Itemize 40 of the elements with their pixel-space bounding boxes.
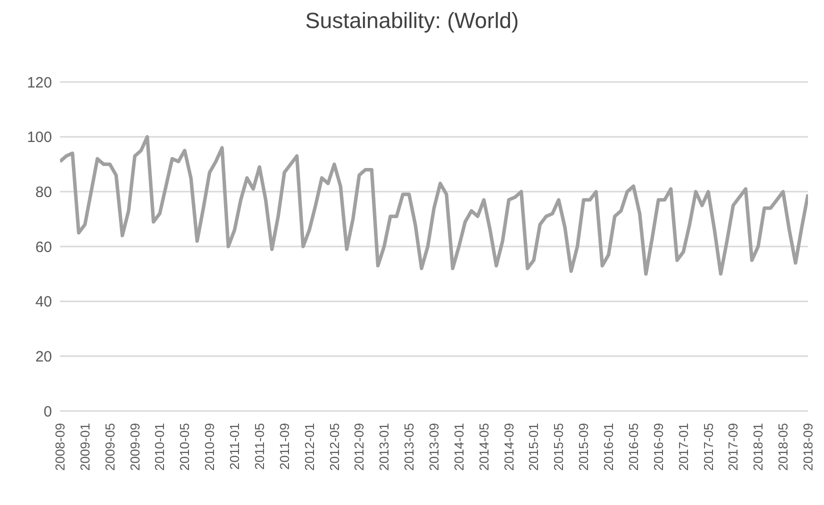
- x-tick-label: 2010-09: [202, 423, 218, 471]
- y-tick-label: 40: [35, 294, 52, 311]
- x-tick-label: 2015-01: [526, 423, 542, 471]
- x-tick-label: 2014-05: [476, 423, 492, 471]
- x-tick-label: 2011-05: [252, 423, 267, 470]
- x-tick-label: 2012-01: [302, 423, 317, 471]
- x-tick-label: 2008-09: [52, 423, 68, 471]
- x-tick-label: 2013-05: [402, 423, 417, 471]
- x-tick-label: 2009-01: [77, 423, 92, 471]
- x-tick-label: 2016-05: [626, 423, 641, 471]
- x-tick-label: 2009-09: [127, 423, 142, 471]
- y-tick-label: 80: [35, 184, 52, 201]
- x-tick-label: 2014-01: [451, 423, 466, 471]
- y-tick-label: 20: [35, 348, 52, 366]
- x-tick-label: 2018-01: [750, 423, 766, 471]
- x-tick-label: 2016-09: [650, 423, 666, 471]
- x-tick-label: 2017-09: [726, 423, 741, 471]
- x-tick-label: 2013-09: [426, 423, 442, 471]
- x-tick-label: 2017-05: [700, 423, 716, 471]
- x-tick-label: 2015-05: [551, 423, 566, 471]
- x-tick-label: 2012-09: [352, 423, 367, 471]
- y-tick-label: 0: [44, 403, 52, 420]
- x-tick-label: 2009-05: [102, 423, 118, 471]
- y-tick-label: 120: [26, 74, 52, 92]
- y-tick-label: 100: [26, 129, 52, 146]
- x-tick-label: 2013-01: [376, 423, 392, 471]
- x-tick-label: 2011-09: [276, 423, 292, 470]
- x-tick-label: 2016-01: [601, 423, 616, 471]
- chart-title: Sustainability: (World): [304, 8, 520, 34]
- x-tick-label: 2014-09: [501, 423, 516, 471]
- x-tick-label: 2018-05: [776, 423, 791, 471]
- y-tick-label: 60: [35, 238, 52, 256]
- x-tick-label: 2012-05: [326, 423, 342, 471]
- x-tick-label: 2018-09: [800, 423, 816, 471]
- x-tick-label: 2010-01: [152, 423, 168, 471]
- x-tick-label: 2011-01: [227, 423, 242, 470]
- line-series: [60, 135, 808, 276]
- x-tick-label: 2015-09: [576, 423, 592, 471]
- x-tick-label: 2010-05: [177, 423, 192, 471]
- x-tick-label: 2017-01: [676, 423, 691, 471]
